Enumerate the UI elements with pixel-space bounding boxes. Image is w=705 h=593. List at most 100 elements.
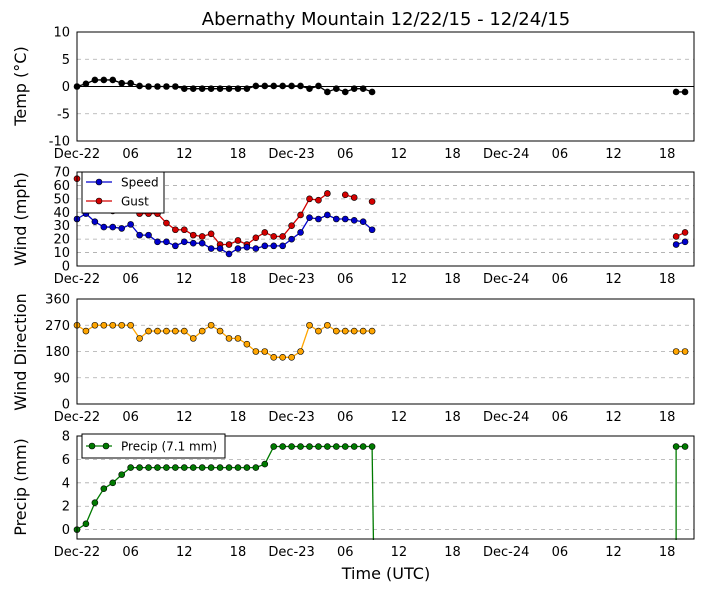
legend-box [81, 171, 165, 214]
data-point [341, 191, 349, 199]
series-dir [73, 321, 689, 361]
data-point [672, 348, 680, 355]
data-point [359, 85, 367, 92]
plot-frame [76, 31, 695, 142]
data-point [163, 238, 170, 246]
y-tick-label: 6 [62, 453, 70, 468]
y-axis-label: Wind Direction [11, 293, 30, 411]
data-point [225, 85, 233, 92]
y-tick-label: 10 [53, 26, 70, 41]
data-point [216, 464, 224, 471]
data-point [681, 348, 689, 355]
data-point [118, 79, 126, 87]
data-point [136, 231, 143, 239]
x-tick-label: 06 [552, 147, 569, 162]
data-point [82, 327, 90, 335]
data-point [189, 335, 197, 342]
x-tick-label: 12 [391, 147, 408, 162]
data-point [368, 327, 376, 335]
data-point [672, 233, 680, 240]
data-point [100, 321, 108, 329]
data-point [672, 88, 680, 96]
data-point [172, 226, 179, 234]
y-tick-label: -5 [57, 107, 70, 122]
data-point [279, 443, 286, 450]
series-line [76, 445, 373, 531]
data-point [324, 321, 331, 329]
x-tick-label: 12 [605, 147, 622, 162]
data-point [109, 321, 117, 329]
x-tick-label: Dec-22 [54, 272, 100, 287]
data-point [225, 250, 233, 258]
x-tick-label: 06 [337, 410, 354, 425]
data-point [350, 194, 358, 201]
x-tick-label: 12 [605, 545, 622, 560]
data-point [207, 230, 215, 238]
y-tick-label: -10 [49, 135, 70, 150]
data-point [324, 88, 331, 96]
data-point [234, 464, 242, 471]
legend: Speed Gust [81, 171, 165, 214]
data-point [198, 85, 206, 92]
x-tick-label: 06 [337, 272, 354, 287]
data-point [109, 223, 117, 231]
data-point [163, 219, 170, 227]
data-point [234, 85, 242, 92]
data-point [333, 327, 340, 335]
data-point [315, 443, 322, 450]
series-line [76, 79, 373, 93]
data-point [341, 88, 349, 96]
data-point [279, 242, 286, 250]
data-point [270, 354, 278, 361]
data-point [350, 443, 358, 450]
data-point [181, 226, 188, 234]
y-axis-label: Temp (°C) [11, 46, 30, 126]
data-point [324, 211, 331, 219]
data-point [261, 229, 269, 236]
data-point [288, 354, 295, 361]
data-point [189, 85, 197, 92]
x-tick-label: 18 [659, 272, 676, 287]
data-point [270, 233, 278, 240]
y-tick-label: 270 [45, 319, 70, 334]
data-point [359, 218, 367, 225]
data-point [234, 335, 242, 342]
y-tick-label: 30 [53, 219, 70, 234]
legend: Precip (7.1 mm) [81, 433, 226, 459]
data-point [136, 82, 143, 90]
data-point [216, 245, 224, 252]
x-tick-label: 06 [122, 410, 139, 425]
legend-label: Precip (7.1 mm) [121, 440, 217, 454]
data-point [243, 243, 251, 251]
data-point [681, 443, 689, 450]
data-point [163, 464, 170, 471]
data-point [333, 85, 340, 92]
data-point [341, 443, 349, 450]
data-point [341, 327, 349, 335]
x-tick-label: 06 [122, 272, 139, 287]
data-point [288, 443, 295, 450]
data-point [118, 225, 126, 232]
x-tick-label: 06 [122, 545, 139, 560]
series-precip [73, 443, 689, 541]
data-point [198, 239, 206, 247]
data-point [163, 327, 170, 335]
data-point [225, 335, 233, 342]
legend-label: Speed [121, 176, 159, 190]
data-point [350, 85, 358, 92]
y-tick-label: 90 [53, 371, 70, 386]
data-point [189, 231, 197, 239]
y-tick-label: 2 [62, 500, 70, 515]
y-tick-label: 20 [53, 233, 70, 248]
data-point [333, 215, 340, 223]
data-point [359, 327, 367, 335]
data-point [368, 443, 376, 450]
data-point [207, 85, 215, 92]
x-tick-label: 12 [605, 272, 622, 287]
data-point [100, 485, 108, 492]
data-point [681, 88, 689, 96]
data-point [181, 464, 188, 471]
data-point [270, 242, 278, 250]
